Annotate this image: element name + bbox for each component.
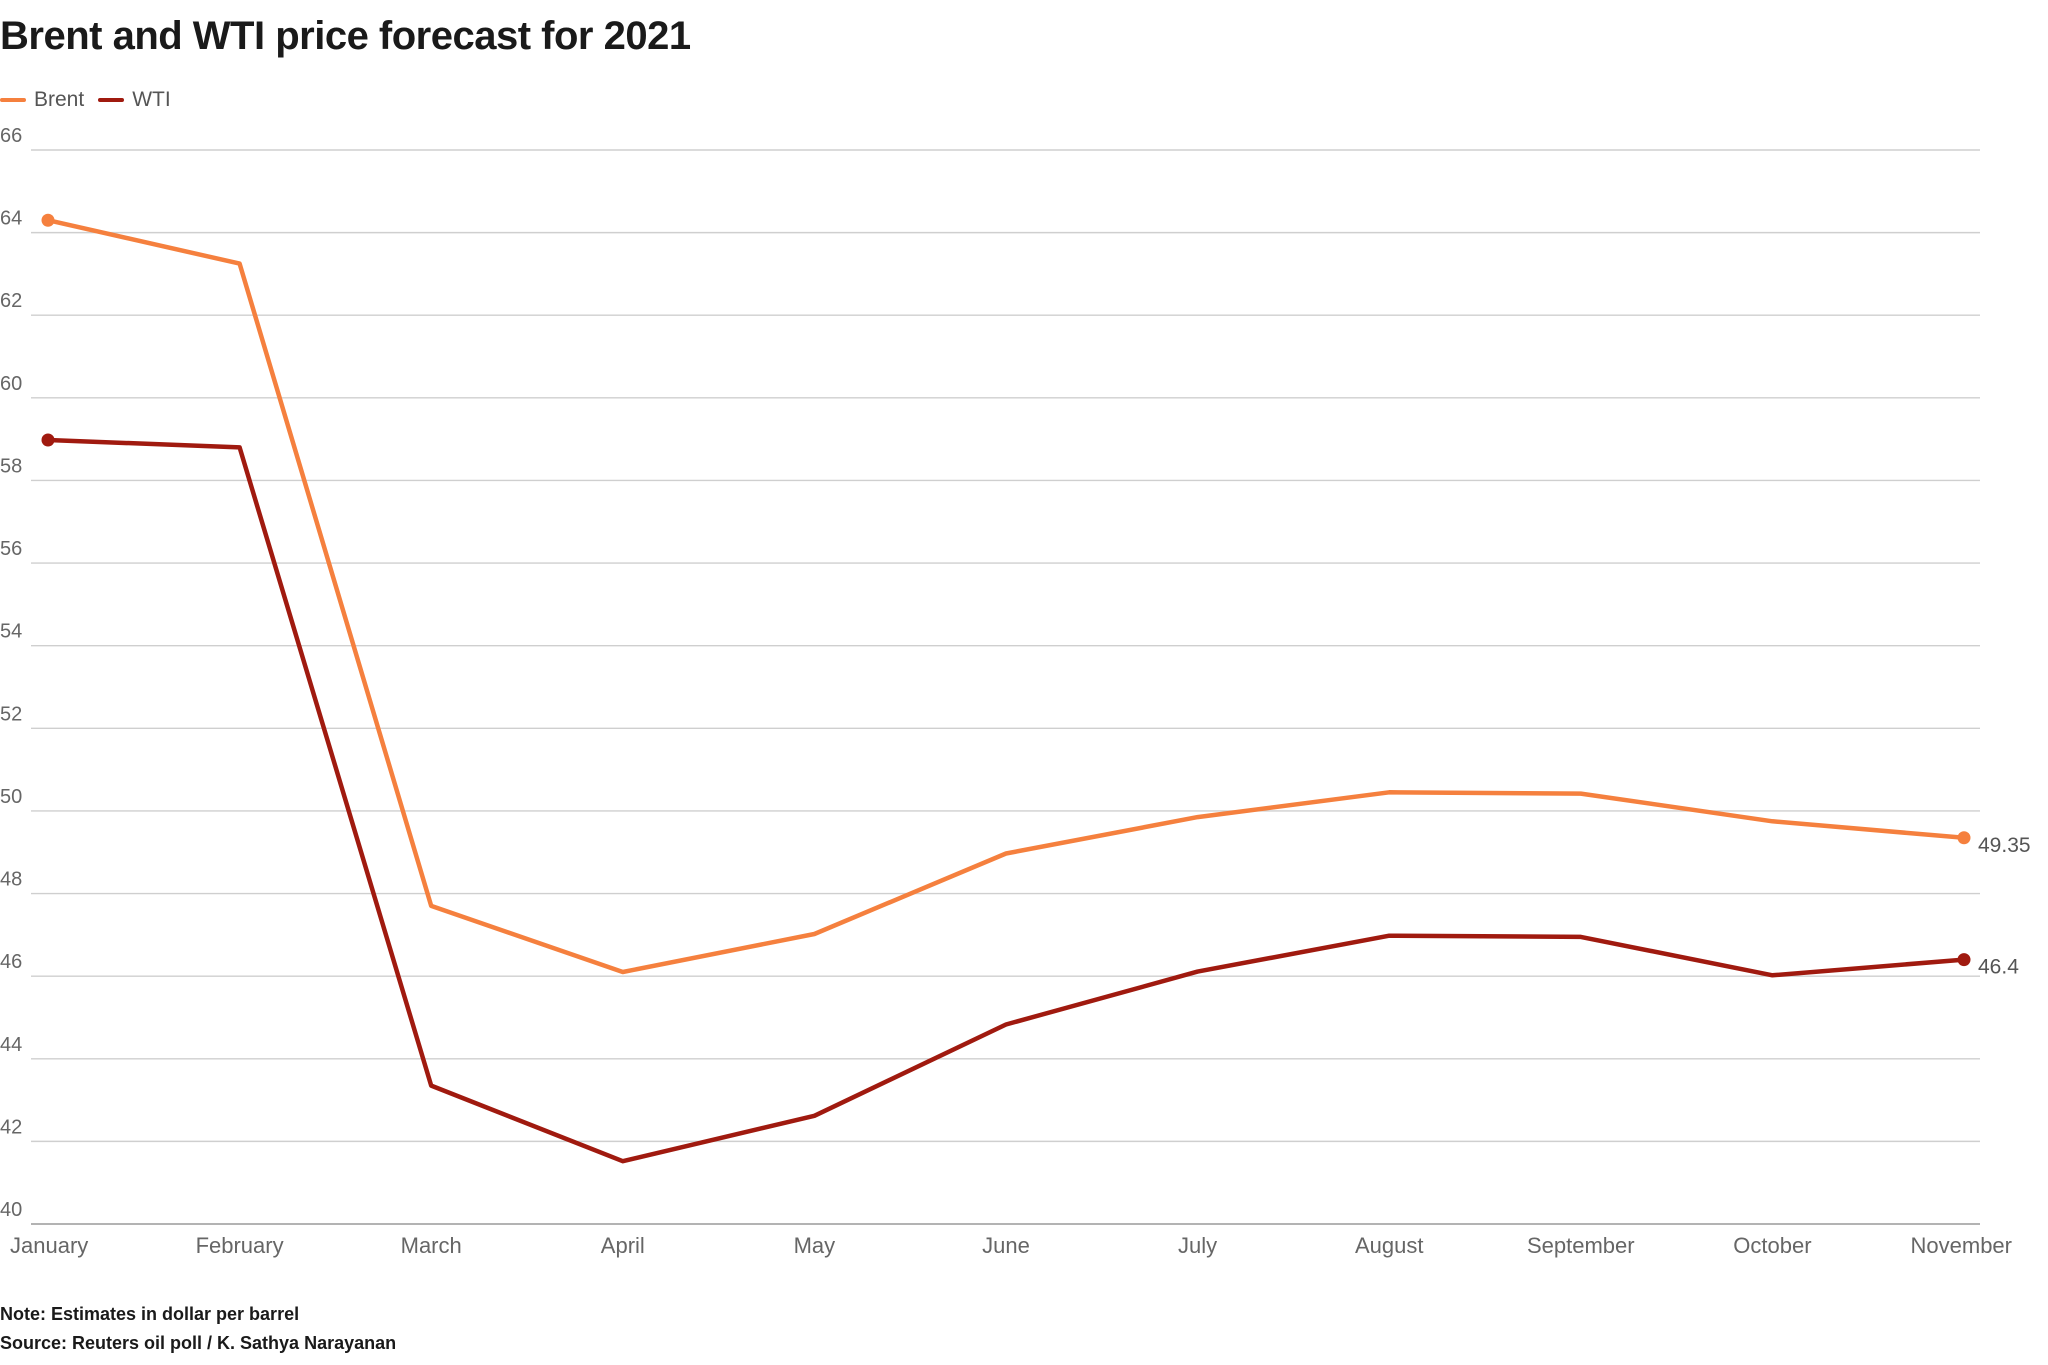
- series: [41, 213, 1971, 1164]
- data-point-brent[interactable]: [1195, 815, 1200, 820]
- end-labels: 49.35 46.4: [1978, 834, 2031, 979]
- data-point-brent[interactable]: [237, 261, 242, 266]
- data-point-wti[interactable]: [237, 445, 242, 450]
- legend-label-wti: WTI: [132, 88, 171, 111]
- y-tick-label: 40: [0, 1199, 22, 1221]
- data-point-brent[interactable]: [1004, 851, 1009, 856]
- y-axis: 40 42 44 46 48 50 52 54 56 58 60 62 64 66: [0, 125, 22, 1221]
- end-label-wti: 46.4: [1978, 956, 2019, 979]
- data-point-brent[interactable]: [1957, 831, 1971, 845]
- legend: Brent WTI: [0, 88, 171, 112]
- legend-item-wti[interactable]: WTI: [98, 88, 171, 112]
- data-point-wti[interactable]: [620, 1159, 625, 1164]
- y-tick-label: 48: [0, 869, 22, 891]
- legend-swatch-brent: [0, 98, 26, 102]
- gridlines: [31, 149, 1980, 1225]
- y-tick-label: 52: [0, 703, 22, 725]
- chart-title: Brent and WTI price forecast for 2021: [0, 14, 691, 58]
- data-point-brent[interactable]: [1770, 819, 1775, 824]
- x-tick-label: May: [794, 1233, 836, 1258]
- data-point-wti[interactable]: [1387, 933, 1392, 938]
- x-tick-label: April: [601, 1233, 645, 1258]
- y-tick-label: 54: [0, 621, 22, 643]
- legend-item-brent[interactable]: Brent: [0, 88, 84, 112]
- data-point-wti[interactable]: [1195, 969, 1200, 974]
- end-label-brent: 49.35: [1978, 834, 2031, 857]
- data-point-brent[interactable]: [1578, 791, 1583, 796]
- x-tick-label: September: [1527, 1233, 1635, 1258]
- y-tick-label: 44: [0, 1034, 22, 1056]
- x-tick-label: February: [196, 1233, 284, 1258]
- x-tick-label: November: [1911, 1233, 2012, 1258]
- data-point-brent[interactable]: [429, 903, 434, 908]
- x-tick-label: July: [1178, 1233, 1217, 1258]
- data-point-wti[interactable]: [1004, 1022, 1009, 1027]
- data-point-wti[interactable]: [41, 433, 55, 447]
- x-axis: January February March April May June July Augu…: [10, 1233, 2012, 1258]
- data-point-wti[interactable]: [429, 1083, 434, 1088]
- data-point-wti[interactable]: [812, 1113, 817, 1118]
- y-tick-label: 62: [0, 290, 22, 312]
- y-tick-label: 56: [0, 538, 22, 560]
- chart-note: Note: Estimates in dollar per barrel: [0, 1304, 300, 1324]
- series-line-brent: [45, 217, 1967, 975]
- series-line-wti: [45, 437, 1967, 1164]
- y-tick-label: 64: [0, 208, 22, 230]
- y-tick-label: 50: [0, 786, 22, 808]
- data-point-brent[interactable]: [812, 932, 817, 937]
- x-tick-label: March: [401, 1233, 462, 1258]
- data-point-brent[interactable]: [620, 970, 625, 975]
- y-tick-label: 66: [0, 125, 22, 147]
- line-chart: 40 42 44 46 48 50 52 54 56 58 60 62 64 66 January Febr…: [0, 125, 2031, 1258]
- x-tick-label: August: [1355, 1233, 1424, 1258]
- x-tick-label: October: [1733, 1233, 1811, 1258]
- y-tick-label: 58: [0, 455, 22, 477]
- data-point-brent[interactable]: [1387, 790, 1392, 795]
- data-point-brent[interactable]: [41, 213, 55, 227]
- data-point-wti[interactable]: [1578, 934, 1583, 939]
- legend-label-brent: Brent: [34, 88, 85, 111]
- x-tick-label: January: [10, 1233, 88, 1258]
- data-point-wti[interactable]: [1957, 953, 1971, 967]
- chart-source: Source: Reuters oil poll / K. Sathya Nar…: [0, 1333, 397, 1353]
- y-tick-label: 42: [0, 1116, 22, 1138]
- y-tick-label: 46: [0, 951, 22, 973]
- x-tick-label: June: [982, 1233, 1030, 1258]
- legend-swatch-wti: [98, 98, 125, 102]
- data-point-wti[interactable]: [1770, 973, 1775, 978]
- y-tick-label: 60: [0, 373, 22, 395]
